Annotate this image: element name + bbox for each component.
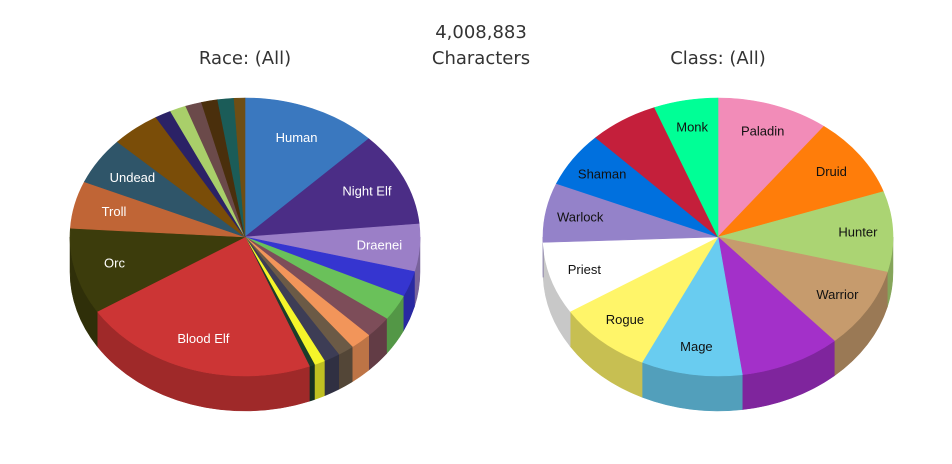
class-label-warrior: Warrior xyxy=(816,287,859,302)
class-label-monk: Monk xyxy=(676,120,708,135)
race-slice-night-elf[interactable] xyxy=(244,138,420,238)
class-label-rogue: Rogue xyxy=(606,312,644,327)
class-pie-chart[interactable]: Paladin Druid Hunter Warrior Mage Rogue Priest… xyxy=(542,97,894,412)
class-slice-warrior[interactable] xyxy=(716,236,888,342)
race-slice-blood-elf[interactable] xyxy=(96,236,310,377)
class-slice-priest[interactable] xyxy=(542,236,719,312)
class-label-priest: Priest xyxy=(568,262,602,277)
race-side-unlabeled-9 xyxy=(314,360,325,400)
race-label-undead: Undead xyxy=(110,170,156,185)
race-label-draenei: Draenei xyxy=(357,237,403,252)
class-slice-unlabeled-4[interactable] xyxy=(717,236,835,375)
class-label-hunter: Hunter xyxy=(838,225,878,240)
race-slice-unlabeled-21[interactable] xyxy=(233,97,246,238)
class-label-paladin: Paladin xyxy=(741,124,784,139)
race-label-human: Human xyxy=(276,130,318,145)
total-subtitle: Characters xyxy=(432,48,530,69)
race-pie-top xyxy=(69,97,421,377)
class-slice-druid[interactable] xyxy=(717,125,884,238)
class-label-mage: Mage xyxy=(680,339,713,354)
class-slice-rogue[interactable] xyxy=(569,236,719,363)
class-label-shaman: Shaman xyxy=(578,167,626,182)
race-label-troll: Troll xyxy=(102,204,127,219)
race-slice-human[interactable] xyxy=(244,97,370,238)
race-label-night-elf: Night Elf xyxy=(342,183,392,198)
class-pie-top xyxy=(542,97,894,377)
class-label-druid: Druid xyxy=(816,164,847,179)
class-slice-mage[interactable] xyxy=(641,236,743,377)
class-label-warlock: Warlock xyxy=(557,209,604,224)
race-chart-title: Race: (All) xyxy=(199,48,291,69)
race-side-unlabeled-8 xyxy=(324,353,340,397)
race-side-unlabeled-10 xyxy=(309,364,315,402)
class-slice-paladin[interactable] xyxy=(717,97,825,238)
class-slice-monk[interactable] xyxy=(654,97,719,238)
race-pie-chart[interactable]: Human Night Elf Draenei Blood Elf Orc Troll Un… xyxy=(69,97,421,412)
race-label-orc: Orc xyxy=(104,256,125,271)
total-count: 4,008,883 xyxy=(435,22,527,43)
race-slice-orc[interactable] xyxy=(69,227,247,312)
class-chart-title: Class: (All) xyxy=(670,48,766,69)
race-label-blood-elf: Blood Elf xyxy=(177,331,229,346)
class-slice-hunter[interactable] xyxy=(717,191,894,273)
